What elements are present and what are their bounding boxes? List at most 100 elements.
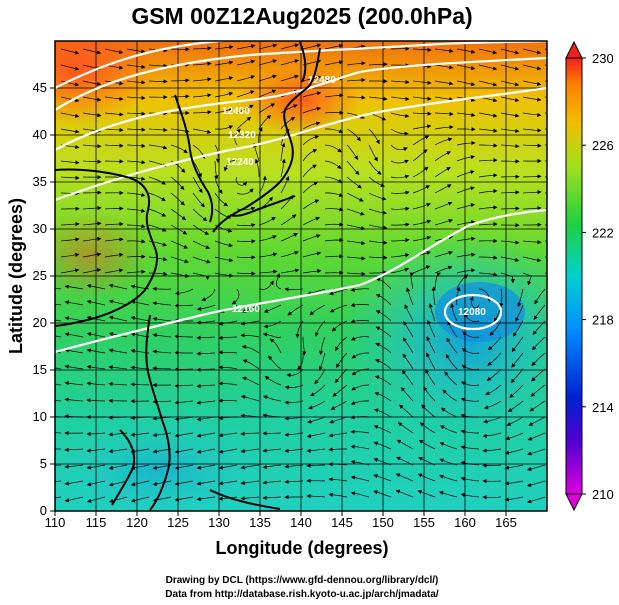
streamline-arrow bbox=[236, 116, 252, 130]
streamline-arrow bbox=[170, 208, 187, 221]
streamline-arrow bbox=[375, 326, 392, 338]
streamline-arrow bbox=[450, 303, 458, 322]
streamline-arrow bbox=[258, 235, 277, 242]
streamline-arrow bbox=[350, 460, 370, 466]
streamline-arrow bbox=[460, 476, 480, 482]
streamline-arrow bbox=[390, 96, 410, 101]
contour-label: 12320 bbox=[228, 130, 256, 141]
streamline-arrow bbox=[55, 303, 62, 306]
streamline-arrow bbox=[368, 224, 388, 230]
streamline-arrow bbox=[306, 493, 326, 499]
streamline-arrow bbox=[108, 315, 128, 322]
streamline-arrow bbox=[263, 320, 282, 329]
streamline-arrow bbox=[192, 110, 212, 115]
streamline-arrow bbox=[64, 414, 84, 419]
streamline-arrow bbox=[192, 208, 208, 222]
streamline-arrow bbox=[108, 365, 128, 370]
streamline-arrow bbox=[170, 272, 190, 278]
streamline-arrow bbox=[280, 176, 290, 194]
coastline-korea bbox=[174, 94, 214, 223]
streamline-arrow bbox=[55, 448, 61, 450]
streamline-arrow bbox=[152, 349, 172, 354]
streamline-arrow bbox=[478, 222, 498, 227]
x-tick-label: 115 bbox=[86, 515, 107, 530]
streamline-arrow bbox=[86, 315, 106, 322]
streamline-arrow bbox=[60, 175, 80, 180]
streamline-arrow bbox=[531, 368, 546, 382]
streamline-arrow bbox=[104, 127, 124, 133]
streamline-arrow bbox=[374, 391, 392, 402]
streamline-arrow bbox=[482, 448, 502, 453]
contour-closed bbox=[443, 293, 503, 331]
streamline-arrow bbox=[108, 348, 128, 354]
streamline-arrow bbox=[126, 127, 146, 132]
streamline-arrow bbox=[487, 336, 502, 351]
streamline-arrow bbox=[505, 432, 524, 441]
streamline-arrow bbox=[504, 464, 524, 470]
streamline-arrow bbox=[174, 400, 194, 405]
streamline-arrow bbox=[223, 160, 238, 172]
streamline-arrow bbox=[262, 464, 282, 470]
streamline-arrow bbox=[373, 457, 392, 466]
streamline-arrow bbox=[445, 354, 458, 370]
streamline-arrow bbox=[82, 236, 102, 242]
streamline-arrow bbox=[417, 490, 436, 498]
streamline-arrow bbox=[126, 48, 146, 54]
streamline-arrow bbox=[196, 432, 216, 438]
streamline-arrow bbox=[375, 358, 392, 370]
streamline-arrow bbox=[460, 445, 480, 450]
streamline-arrow bbox=[412, 265, 431, 274]
streamline-arrow bbox=[374, 375, 392, 386]
streamline-arrow bbox=[307, 416, 326, 424]
streamline-arrow bbox=[390, 128, 409, 136]
streamline-arrow bbox=[108, 299, 128, 306]
streamline-arrow bbox=[489, 320, 502, 336]
streamline-arrow bbox=[504, 496, 524, 502]
streamline-arrow bbox=[55, 496, 62, 499]
streamline-arrow bbox=[108, 283, 128, 290]
streamline-arrow bbox=[152, 286, 172, 291]
streamline-arrow bbox=[336, 352, 348, 369]
streamline-arrow bbox=[368, 176, 385, 187]
streamline-arrow bbox=[314, 320, 326, 337]
streamline-arrow bbox=[522, 64, 542, 71]
streamline-arrow bbox=[334, 368, 348, 384]
streamline-arrow bbox=[148, 127, 168, 133]
x-tick-label: 120 bbox=[126, 515, 148, 530]
streamline-arrow bbox=[86, 299, 106, 306]
streamline-arrow bbox=[335, 336, 348, 352]
coastline-borneo bbox=[111, 429, 136, 506]
y-tick-label: 35 bbox=[33, 174, 47, 189]
streamline-arrow bbox=[55, 383, 62, 386]
streamline-arrow bbox=[500, 272, 515, 284]
streamline-arrow bbox=[456, 286, 461, 306]
coastline-japan bbox=[212, 47, 321, 233]
streamline-arrow bbox=[328, 462, 348, 467]
streamline-arrow bbox=[174, 480, 194, 486]
streamline-arrow bbox=[152, 333, 172, 338]
streamline-arrow bbox=[287, 304, 304, 316]
streamline-arrow bbox=[478, 80, 498, 87]
streamline-arrow bbox=[214, 91, 234, 98]
streamline-arrow bbox=[346, 256, 366, 261]
streamline-arrow bbox=[64, 348, 84, 354]
streamline-arrow bbox=[170, 240, 189, 249]
streamline-arrow bbox=[82, 112, 102, 118]
streamline-arrow bbox=[510, 368, 524, 384]
streamline-arrow bbox=[196, 320, 216, 325]
streamline-arrow bbox=[214, 76, 234, 82]
cool-anomaly-south bbox=[55, 410, 280, 511]
y-axis-ticks: 0 5 10 15 20 25 30 35 40 45 bbox=[33, 80, 55, 518]
streamline-arrow bbox=[406, 287, 414, 306]
streamline-arrow bbox=[482, 463, 502, 468]
streamline-arrow bbox=[302, 149, 318, 162]
streamline-arrow bbox=[351, 384, 370, 391]
streamline-arrow bbox=[236, 75, 256, 82]
streamline-arrow bbox=[434, 125, 454, 130]
streamline-arrow bbox=[192, 77, 212, 82]
streamline-arrow bbox=[500, 80, 520, 87]
streamline-arrow bbox=[499, 288, 504, 308]
streamline-arrow bbox=[218, 448, 238, 454]
streamline-arrow bbox=[431, 286, 436, 306]
streamline-arrow bbox=[192, 93, 212, 98]
